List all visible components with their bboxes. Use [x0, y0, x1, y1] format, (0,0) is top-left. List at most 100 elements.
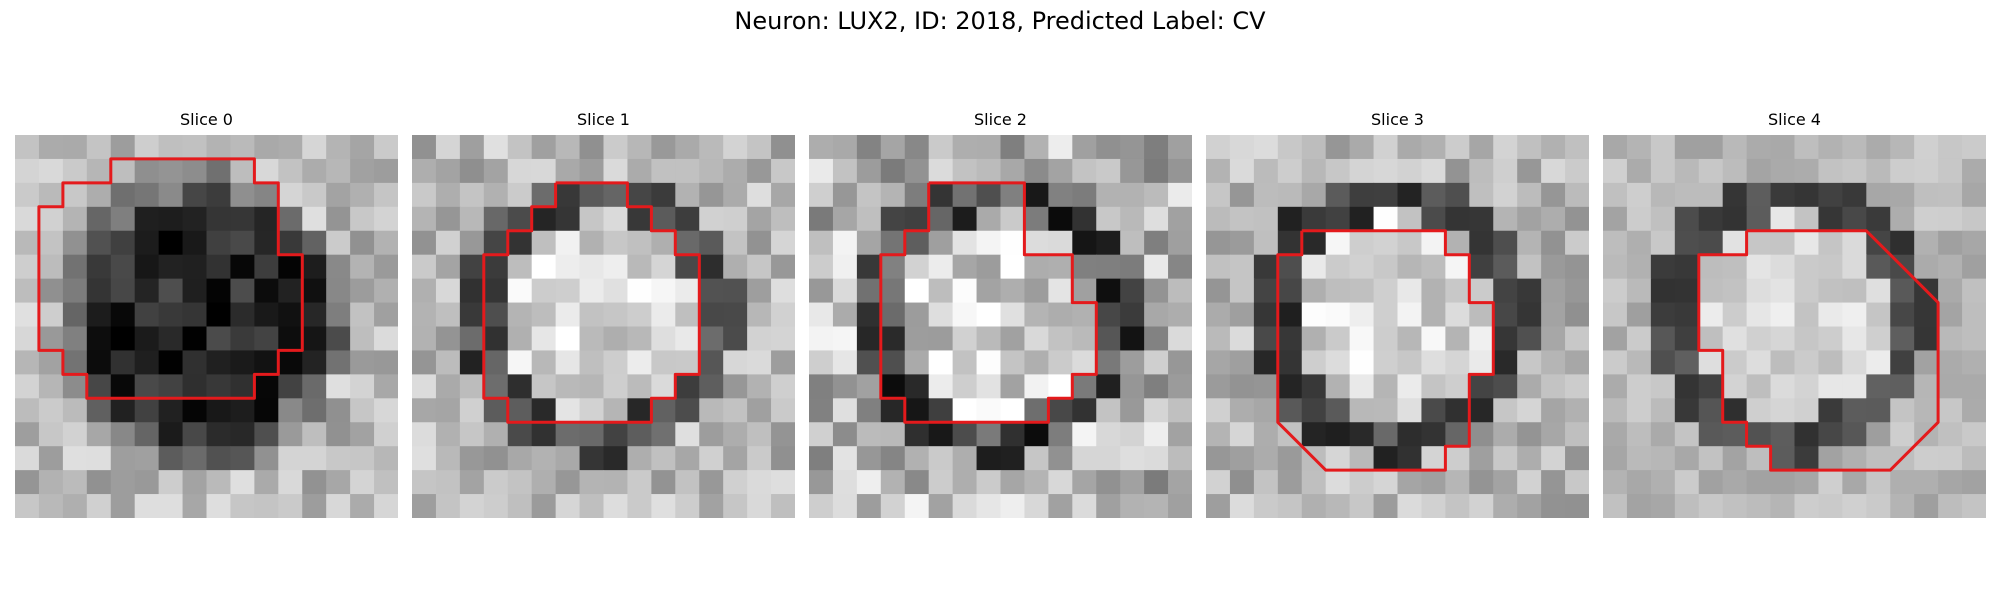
pixel: [651, 398, 676, 423]
pixel: [1120, 350, 1145, 375]
pixel: [15, 422, 40, 447]
pixel: [809, 158, 834, 184]
pixel: [278, 206, 303, 232]
pixel: [1206, 326, 1231, 352]
pixel: [435, 446, 461, 471]
pixel: [675, 422, 700, 447]
pixel: [507, 230, 533, 256]
pixel: [206, 158, 232, 184]
pixel: [182, 422, 208, 447]
pixel: [1397, 374, 1423, 399]
pixel: [206, 326, 232, 352]
pixel: [1938, 470, 1963, 495]
pixel: [15, 158, 40, 184]
pixel: [134, 422, 160, 447]
pixel: [555, 422, 581, 447]
pixel: [1698, 374, 1724, 399]
pixel: [254, 470, 279, 495]
pixel: [1962, 374, 1986, 399]
pixel: [1325, 446, 1351, 471]
pixel: [675, 254, 700, 280]
pixel: [110, 350, 136, 375]
pixel: [15, 254, 40, 280]
pixel: [1842, 278, 1867, 304]
pixel: [1565, 254, 1589, 280]
pixel: [1746, 158, 1772, 184]
pixel: [1565, 494, 1589, 518]
pixel: [182, 326, 208, 352]
pixel: [1397, 135, 1423, 160]
pixel: [952, 422, 978, 447]
pixel: [1349, 422, 1375, 447]
pixel: [1890, 158, 1915, 184]
pixel: [1120, 206, 1145, 232]
pixel: [1818, 230, 1843, 256]
pixel: [1517, 374, 1542, 399]
pixel: [1325, 398, 1351, 423]
pixel: [579, 158, 605, 184]
pixel: [1914, 470, 1939, 495]
pixel: [928, 254, 954, 280]
pixel: [1626, 278, 1652, 304]
pixel: [1301, 374, 1327, 399]
slice-panel: Slice 0: [15, 108, 398, 518]
pixel: [1603, 254, 1628, 280]
pixel: [771, 254, 795, 280]
pixel: [326, 182, 351, 208]
pixel: [723, 398, 748, 423]
pixel: [350, 350, 375, 375]
pixel: [1818, 158, 1843, 184]
pixel: [1866, 278, 1891, 304]
pixel: [412, 278, 437, 304]
pixel: [1072, 446, 1097, 471]
pixel: [856, 206, 882, 232]
pixel: [832, 302, 858, 328]
pixel: [254, 206, 279, 232]
pixel: [976, 158, 1002, 184]
pixel: [723, 302, 748, 328]
pixel: [302, 350, 327, 375]
pixel: [1144, 374, 1169, 399]
pixel: [1541, 374, 1566, 399]
pixel: [483, 422, 509, 447]
pixel: [928, 158, 954, 184]
pixel: [302, 302, 327, 328]
pixel: [904, 302, 930, 328]
pixel: [1349, 158, 1375, 184]
pixel: [976, 446, 1002, 471]
pixel: [1890, 278, 1915, 304]
pixel: [1565, 158, 1589, 184]
pixel: [976, 254, 1002, 280]
pixel: [1938, 254, 1963, 280]
pixel: [904, 182, 930, 208]
pixel: [1048, 398, 1073, 423]
pixel: [1842, 254, 1867, 280]
pixel: [86, 206, 112, 232]
pixel: [856, 302, 882, 328]
pixel: [1445, 422, 1470, 447]
pixel: [278, 374, 303, 399]
pixel: [326, 254, 351, 280]
pixel: [182, 302, 208, 328]
pixel: [1277, 350, 1303, 375]
pixel: [1349, 206, 1375, 232]
slice-title: Slice 4: [1768, 110, 1821, 129]
pixel: [1253, 398, 1279, 423]
pixel: [254, 254, 279, 280]
pixel: [1866, 206, 1891, 232]
pixel: [1253, 494, 1279, 518]
pixel: [880, 326, 906, 352]
pixel: [1325, 422, 1351, 447]
pixel: [832, 158, 858, 184]
pixel: [38, 230, 64, 256]
pixel: [1746, 302, 1772, 328]
pixel: [374, 446, 398, 471]
pixel: [699, 374, 724, 399]
pixel: [350, 302, 375, 328]
pixel: [1626, 230, 1652, 256]
pixel: [1698, 254, 1724, 280]
pixel: [856, 446, 882, 471]
pixel: [206, 470, 232, 495]
pixel: [952, 446, 978, 471]
pixel: [230, 135, 255, 160]
